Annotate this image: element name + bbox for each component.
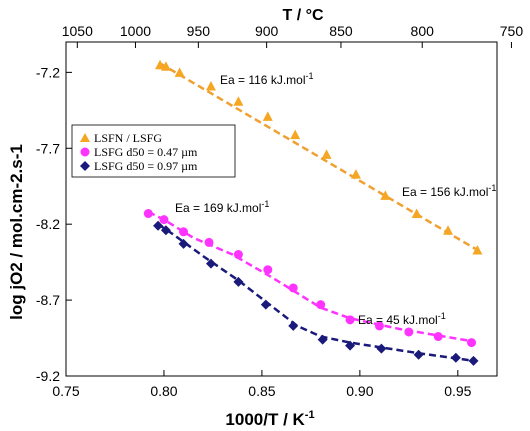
- x-tick-label: 0.95: [444, 383, 471, 399]
- circle-point: [433, 332, 443, 342]
- annotation-ea-156-sup: -1: [488, 183, 496, 193]
- circle-point: [345, 315, 355, 325]
- circle-point: [404, 327, 414, 337]
- triangle-point: [160, 61, 171, 71]
- circle-point: [179, 227, 189, 237]
- top-tick-label: 850: [329, 23, 353, 39]
- legend-triangle-icon: [80, 133, 90, 142]
- top-tick-label: 900: [255, 23, 279, 39]
- trend-line-2: [157, 223, 474, 363]
- annotation-ea-169-text: Ea = 169 kJ.mol: [175, 201, 261, 215]
- trend-line-0: [159, 62, 479, 252]
- x-axis-label-sup: -1: [305, 409, 315, 421]
- data-markers: [143, 59, 483, 366]
- legend: LSFN / LSFG LSFG d50 = 0.47 µm LSFG d50 …: [71, 124, 236, 178]
- legend-label-1: LSFG d50 = 0.47 µm: [94, 145, 198, 159]
- top-tick-label: 950: [187, 23, 211, 39]
- triangle-point: [290, 129, 301, 140]
- triangle-point: [472, 244, 483, 255]
- legend-box: [71, 124, 236, 178]
- annotation-ea-156: Ea = 156 kJ.mol-1: [402, 183, 496, 199]
- top-tick-label: 1050: [62, 23, 93, 39]
- triangle-point: [233, 96, 244, 106]
- diamond-point: [413, 349, 424, 360]
- circle-point: [233, 250, 243, 260]
- top-tick-label: 750: [500, 23, 524, 39]
- circle-point: [374, 321, 384, 331]
- legend-label-0: LSFN / LSFG: [94, 131, 162, 145]
- triangle-point: [262, 111, 273, 121]
- triangle-point: [174, 67, 185, 77]
- plot-area: [65, 41, 498, 377]
- legend-diamond-icon: [80, 161, 90, 171]
- x-tick-label: 0.85: [248, 383, 275, 399]
- triangle-point: [350, 169, 361, 179]
- diamond-point: [260, 299, 271, 310]
- annotation-ea-116: Ea = 116 kJ.mol-1: [220, 71, 314, 87]
- trend-line-1: [147, 210, 472, 343]
- top-axis-title: T / °C: [282, 7, 324, 24]
- y-tick-label: -8.2: [36, 216, 60, 232]
- top-tick-label: 800: [411, 23, 435, 39]
- diamond-point: [205, 258, 216, 269]
- x-axis-label-main: 1000/T / K: [225, 410, 305, 429]
- circle-point: [204, 237, 214, 247]
- triangle-point: [155, 59, 166, 70]
- triangle-point: [321, 149, 332, 159]
- x-tick-label: 0.80: [150, 383, 177, 399]
- triangle-point: [380, 190, 391, 200]
- annotation-ea-156-text: Ea = 156 kJ.mol: [402, 185, 488, 199]
- axes: 0.75 0.80 0.85 0.90 0.95 -7.2 -7.7 -8.2 -8.7 -9.2…: [36, 23, 523, 399]
- diamond-point: [376, 343, 387, 354]
- top-tick-label: 1000: [120, 23, 151, 39]
- triangle-point: [411, 208, 422, 219]
- diamond-point: [468, 355, 479, 366]
- y-tick-label: -9.2: [36, 368, 60, 384]
- triangle-point: [443, 225, 454, 235]
- diamond-point: [153, 220, 164, 231]
- y-tick-label: -7.7: [36, 140, 60, 156]
- diamond-point: [317, 334, 328, 345]
- circle-point: [159, 215, 169, 225]
- annotation-ea-45-text: Ea = 45 kJ.mol: [358, 313, 438, 327]
- x-tick-label: 0.90: [346, 383, 373, 399]
- circle-point: [143, 209, 153, 219]
- annotation-ea-116-text: Ea = 116 kJ.mol: [220, 73, 306, 87]
- diamond-point: [233, 276, 244, 287]
- trend-lines: [147, 62, 479, 363]
- diamond-point: [345, 340, 356, 351]
- circle-point: [467, 338, 477, 348]
- plot-frame: [65, 41, 498, 377]
- legend-circle-icon: [80, 147, 90, 157]
- annotation-ea-116-sup: -1: [306, 71, 314, 81]
- diamond-point: [288, 320, 299, 331]
- circle-point: [316, 300, 326, 310]
- annotation-ea-45-sup: -1: [438, 311, 446, 321]
- y-tick-label: -8.7: [36, 292, 60, 308]
- annotation-ea-45: Ea = 45 kJ.mol-1: [358, 311, 446, 327]
- annotation-ea-169: Ea = 169 kJ.mol-1: [175, 199, 269, 215]
- annotation-ea-169-sup: -1: [261, 199, 269, 209]
- y-tick-label: -7.2: [36, 64, 60, 80]
- diamond-point: [178, 238, 189, 249]
- x-tick-label: 0.75: [52, 383, 79, 399]
- y-axis-label: log jO2 / mol.cm-2.s-1: [7, 144, 26, 320]
- circle-point: [263, 265, 273, 275]
- circle-point: [288, 283, 298, 293]
- x-axis-label: 1000/T / K-1: [225, 409, 314, 429]
- triangle-point: [205, 81, 216, 91]
- diamond-point: [450, 352, 461, 363]
- diamond-point: [160, 225, 171, 236]
- legend-label-2: LSFG d50 = 0.97 µm: [94, 159, 198, 173]
